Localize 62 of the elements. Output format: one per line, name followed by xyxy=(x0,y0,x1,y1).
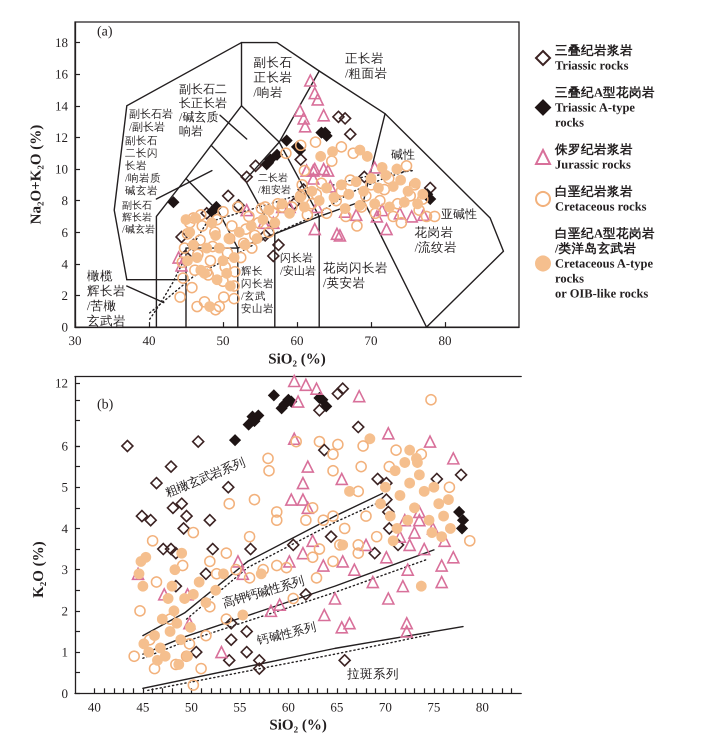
y-axis-title: K₂O (%) xyxy=(31,541,47,598)
x-tick-label: 50 xyxy=(184,699,198,714)
text: (b) xyxy=(97,398,114,412)
x-tick-label: 80 xyxy=(476,699,489,714)
y-tick-label: 4 xyxy=(62,520,68,536)
annotation: 辉长闪长岩/玄武安山岩 xyxy=(240,264,274,315)
y-tick-label: 3 xyxy=(62,562,68,578)
x-tick-label: 45 xyxy=(136,699,150,714)
annotation: 副长石正长岩/响岩 xyxy=(253,55,292,100)
y-tick-label: 2 xyxy=(62,288,68,303)
y-tick-label: 8 xyxy=(62,193,68,208)
annotation: 亚碱性 xyxy=(441,207,478,222)
x-axis-title: SiO₂ (%) xyxy=(268,352,326,368)
annotation: 花岗岩/流纹岩 xyxy=(414,226,458,255)
annotation: 闪长岩/安山岩 xyxy=(280,252,316,278)
x-tick-label: 75 xyxy=(427,699,440,714)
y-tick-label: 5 xyxy=(62,480,68,495)
x-tick-label: 70 xyxy=(364,333,378,348)
annotation: 副长石岩/副长岩 xyxy=(129,107,174,134)
annotation: 副长石二长正长岩/碱玄质响岩 xyxy=(178,82,227,138)
annotation: 花岗闪长岩/英安岩 xyxy=(322,261,388,290)
x-tick-label: 60 xyxy=(290,333,304,348)
y-tick-label: 10 xyxy=(55,162,68,177)
annotation: 副长石辉长岩/碱玄岩 xyxy=(122,200,155,236)
legend-label: 侏罗纪岩浆岩 Jurassic rocks xyxy=(554,142,633,172)
x-tick-label: 55 xyxy=(233,699,246,714)
annotation: 高钾钙碱性系列 xyxy=(220,574,306,610)
y-tick-label: 1 xyxy=(62,644,68,660)
x-tick-label: 80 xyxy=(438,333,452,348)
legend-label: 三叠纪A型花岗岩 Triassic A-type rocks xyxy=(555,86,656,130)
x-axis-title: SiO₂ (%) xyxy=(269,718,327,734)
annotation: 正长岩/粗面岩 xyxy=(345,52,388,81)
y-tick-label: 12 xyxy=(55,376,68,391)
y-tick-label: 6 xyxy=(62,438,68,454)
y-tick-label: 12 xyxy=(55,130,68,145)
y-tick-label: 6 xyxy=(62,224,68,240)
legend-label: 白垩纪岩浆岩 Cretaceous rocks xyxy=(555,184,647,214)
x-tick-label: 30 xyxy=(68,333,82,348)
x-tick-label: 40 xyxy=(142,333,156,348)
annotation: 二长岩/粗安岩 xyxy=(258,172,291,196)
x-tick-label: 65 xyxy=(330,699,344,714)
annotation: 拉斑系列 xyxy=(346,666,399,681)
x-tick-label: 60 xyxy=(282,699,295,714)
y-tick-label: 0 xyxy=(62,320,68,335)
y-tick-label: 16 xyxy=(55,66,68,82)
legend-label: 三叠纪岩浆岩 Triassic rocks xyxy=(555,44,633,72)
chart-title: (a) xyxy=(97,24,113,40)
annotation: 碱性 xyxy=(390,147,415,162)
annotation: 粗橄玄武岩系列 xyxy=(163,455,247,500)
x-tick-label: 40 xyxy=(88,699,101,714)
y-axis-title: Na₂O+K₂O (%) xyxy=(28,124,45,224)
annotation: 钙碱性系列 xyxy=(254,620,318,648)
annotation: 副长石二长闪长岩/响岩质碱玄岩 xyxy=(125,134,161,197)
y-tick-label: 0 xyxy=(62,686,68,701)
annotation: 橄榄辉长岩/苦橄玄武岩 xyxy=(86,269,126,328)
y-tick-label: 14 xyxy=(55,98,68,114)
y-tick-label: 18 xyxy=(55,35,68,50)
x-tick-label: 70 xyxy=(378,699,392,714)
y-tick-label: 4 xyxy=(62,256,68,272)
legend-label: 白垩纪A型花岗岩 /类洋岛玄武岩 Cretaceous A-type rocks or OIB-like rocks xyxy=(554,226,656,300)
y-tick-label: 2 xyxy=(62,603,68,618)
x-tick-label: 50 xyxy=(216,333,230,348)
